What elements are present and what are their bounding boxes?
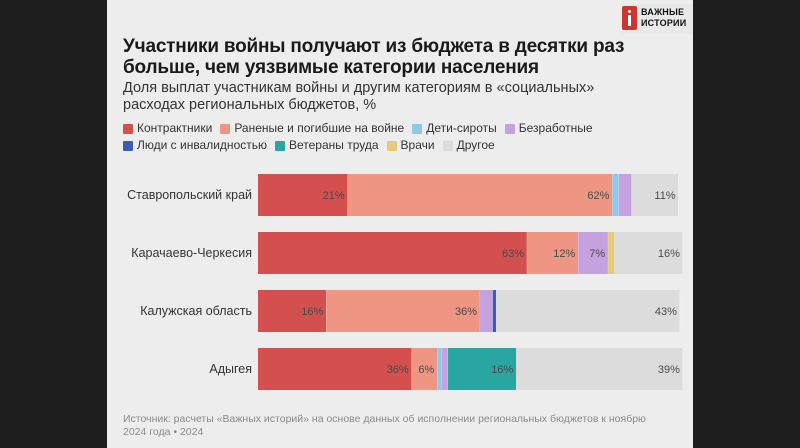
bar-segment	[527, 232, 579, 274]
bar-segment	[614, 232, 683, 274]
bar-segment	[258, 290, 327, 332]
legend-label: Люди с инвалидностью	[137, 138, 267, 152]
brand-line-2: ИСТОРИИ	[641, 18, 687, 28]
data-label: 39%	[658, 364, 680, 376]
data-label: 62%	[587, 190, 609, 202]
bar-segment	[578, 232, 609, 274]
legend-row: Люди с инвалидностью Ветераны труда Врачи Д…	[123, 137, 693, 154]
legend-row: Контрактники Раненые и погибшие на войне Д…	[123, 120, 693, 137]
legend-label: Дети-сироты	[426, 121, 497, 135]
legend-item: Дети-сироты	[412, 120, 497, 137]
data-label: 16%	[658, 248, 680, 260]
legend-swatch	[274, 140, 285, 151]
legend-swatch	[504, 123, 515, 134]
bar-segment	[448, 348, 517, 390]
chart-title-line-2: больше, чем уязвимые категории населения	[123, 57, 539, 78]
bar-segment	[326, 290, 481, 332]
data-label: 16%	[301, 306, 323, 318]
category-label: Карачаево-Черкесия	[131, 246, 252, 260]
chart-legend: Контрактники Раненые и погибшие на войне Д…	[123, 120, 693, 154]
bar-segment	[516, 348, 683, 390]
chart-subtitle: Доля выплат участникам войны и другим ка…	[123, 80, 683, 114]
chart-title: Участники войны получают из бюджета в де…	[123, 36, 683, 78]
brand-mark-icon	[622, 6, 637, 30]
legend-swatch	[220, 123, 231, 134]
bar-segment	[258, 348, 412, 390]
category-label: Ставропольский край	[127, 188, 252, 202]
bar-segment	[347, 174, 613, 216]
legend-item: Безработные	[504, 120, 593, 137]
chart-source-line-1: Источник: расчеты «Важных историй» на ос…	[123, 413, 646, 425]
data-label: 12%	[553, 248, 575, 260]
bar-segment	[631, 174, 679, 216]
data-label: 43%	[655, 306, 677, 318]
legend-label: Контрактники	[137, 121, 213, 135]
bar-segment	[437, 348, 442, 390]
category-label: Адыгея	[209, 362, 252, 376]
bar-segment	[411, 348, 438, 390]
bar-segment	[608, 232, 615, 274]
brand-logo: ВАЖНЫЕ ИСТОРИИ	[622, 4, 693, 34]
bar-segment	[480, 290, 493, 332]
bar-segment	[441, 348, 449, 390]
legend-swatch	[412, 123, 423, 134]
legend-label: Другое	[456, 138, 495, 152]
legend-label: Раненые и погибшие на войне	[234, 121, 405, 135]
chart-subtitle-line-1: Доля выплат участникам войны и другим ка…	[123, 80, 595, 96]
legend-swatch	[386, 140, 397, 151]
bar-segment	[612, 174, 619, 216]
legend-label: Безработные	[518, 121, 593, 135]
legend-item: Раненые и погибшие на войне	[220, 120, 404, 137]
legend-swatch	[123, 123, 133, 134]
bar-segment	[496, 290, 680, 332]
data-label: 11%	[654, 190, 675, 202]
data-label: 36%	[387, 364, 409, 376]
category-label: Калужская область	[140, 304, 252, 318]
chart-subtitle-line-2: расходах региональных бюджетов, %	[123, 97, 377, 113]
bar-segment	[492, 290, 497, 332]
brand-line-1: ВАЖНЫЕ	[641, 7, 685, 17]
brand-text: ВАЖНЫЕ ИСТОРИИ	[641, 7, 686, 29]
legend-item: Люди с инвалидностью	[123, 137, 267, 154]
legend-item: Врачи	[386, 137, 435, 154]
legend-swatch	[123, 140, 133, 151]
chart-source-line-2: 2024 года • 2024	[123, 426, 204, 438]
data-label: 7%	[589, 248, 605, 260]
bar-segment	[258, 174, 348, 216]
data-label: 63%	[502, 248, 524, 260]
legend-swatch	[442, 140, 453, 151]
data-label: 36%	[455, 306, 477, 318]
legend-item: Другое	[442, 137, 495, 154]
legend-item: Контрактники	[123, 120, 212, 137]
data-label: 16%	[491, 364, 513, 376]
data-label: 21%	[323, 190, 345, 202]
chart-title-line-1: Участники войны получают из бюджета в де…	[123, 36, 625, 57]
data-label: 6%	[418, 364, 434, 376]
bar-segment	[618, 174, 632, 216]
legend-label: Врачи	[400, 138, 435, 152]
chart-source: Источник: расчеты «Важных историй» на ос…	[123, 413, 683, 439]
legend-label: Ветераны труда	[288, 138, 379, 152]
bar-segment	[258, 232, 528, 274]
legend-item: Ветераны труда	[274, 137, 379, 154]
